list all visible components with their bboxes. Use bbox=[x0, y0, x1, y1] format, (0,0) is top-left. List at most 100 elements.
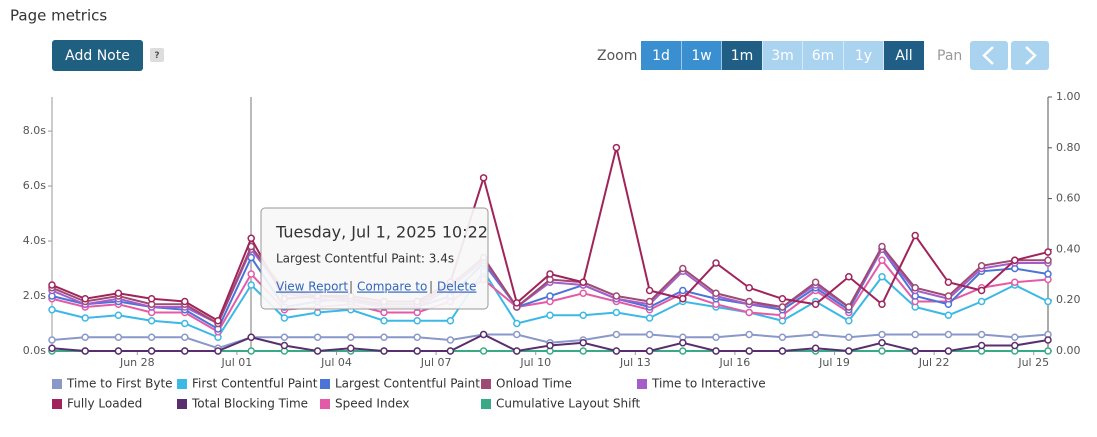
help-label[interactable]: ? bbox=[154, 51, 159, 61]
legend-swatch[interactable] bbox=[481, 379, 491, 389]
plot: 0.0s 2.0s 4.0s 6.0s 8.0s 0.00 0.20 0.40 0.60 0.80… bbox=[23, 90, 1081, 369]
point bbox=[745, 330, 753, 339]
point bbox=[679, 347, 687, 355]
point bbox=[845, 347, 853, 355]
zoom-button[interactable] bbox=[762, 41, 803, 70]
point bbox=[1011, 278, 1019, 287]
point bbox=[1044, 297, 1052, 306]
tooltip-separator: | bbox=[429, 280, 433, 294]
legend-label[interactable]: Time to First Byte bbox=[66, 377, 173, 391]
zoom-button[interactable] bbox=[641, 41, 681, 70]
point bbox=[679, 339, 687, 347]
legend-label[interactable]: Largest Contentful Paint bbox=[335, 377, 480, 391]
legend-swatch[interactable] bbox=[177, 379, 187, 389]
legend-swatch[interactable] bbox=[637, 379, 647, 389]
point bbox=[778, 333, 787, 342]
point bbox=[446, 347, 455, 355]
zoom-button[interactable] bbox=[722, 41, 762, 70]
point bbox=[280, 333, 289, 342]
point bbox=[313, 347, 322, 355]
point bbox=[48, 281, 56, 289]
point bbox=[612, 292, 621, 300]
y2-tick-label: 0.40 bbox=[1056, 242, 1081, 255]
point bbox=[48, 336, 56, 344]
zoom-button[interactable] bbox=[884, 41, 924, 70]
zoom-label[interactable]: 1y bbox=[855, 48, 872, 64]
tooltip-line: Largest Contentful Paint: 3.4s bbox=[276, 252, 454, 266]
legend-label[interactable]: Onload Time bbox=[496, 377, 572, 391]
point bbox=[313, 333, 322, 342]
point bbox=[513, 319, 521, 328]
point bbox=[944, 330, 953, 339]
tooltip-link[interactable]: Compare to bbox=[357, 280, 427, 294]
legend-label[interactable]: First Contentful Paint bbox=[192, 377, 318, 391]
point bbox=[513, 330, 521, 339]
legend-label[interactable]: Total Blocking Time bbox=[191, 397, 308, 411]
zoom-label[interactable]: 1d bbox=[652, 48, 670, 64]
legend-swatch[interactable] bbox=[177, 399, 187, 409]
pan-left-icon bbox=[982, 46, 994, 65]
point bbox=[181, 297, 189, 306]
tooltip-link[interactable]: View Report bbox=[276, 280, 348, 294]
y2-tick-label: 0.80 bbox=[1056, 141, 1081, 154]
point bbox=[977, 262, 986, 270]
x-tick-label: Jul 04 bbox=[320, 356, 352, 369]
legend-label[interactable]: Cumulative Layout Shift bbox=[496, 397, 640, 411]
point bbox=[546, 311, 554, 320]
x-tick-label: Jul 01 bbox=[221, 356, 253, 369]
legend-swatch[interactable] bbox=[320, 379, 330, 389]
zoom-button[interactable] bbox=[843, 41, 884, 70]
point bbox=[977, 330, 986, 339]
point bbox=[944, 292, 953, 300]
point bbox=[612, 143, 621, 152]
x-tick-label: Jul 19 bbox=[818, 356, 850, 369]
point bbox=[911, 347, 919, 355]
zoom-label[interactable]: All bbox=[895, 48, 912, 64]
point bbox=[778, 347, 787, 355]
legend-label[interactable]: Time to Interactive bbox=[651, 377, 766, 391]
legend-swatch[interactable] bbox=[320, 399, 330, 409]
point bbox=[446, 336, 455, 344]
pan-left[interactable] bbox=[970, 41, 1008, 70]
point bbox=[546, 341, 554, 350]
zoom-label[interactable]: 1w bbox=[691, 48, 711, 64]
point bbox=[645, 286, 654, 295]
point bbox=[1044, 270, 1052, 278]
point bbox=[845, 273, 853, 281]
pan-right-icon bbox=[1025, 46, 1037, 65]
tooltip-link[interactable]: Delete bbox=[437, 280, 476, 294]
tooltip-box bbox=[260, 207, 489, 310]
point bbox=[612, 308, 621, 317]
zoom-button[interactable] bbox=[803, 41, 843, 70]
add-note-label[interactable]: Add Note bbox=[65, 48, 130, 64]
point bbox=[1011, 256, 1019, 265]
point bbox=[811, 300, 820, 309]
point bbox=[413, 347, 421, 355]
zoom-button[interactable] bbox=[681, 41, 722, 70]
point bbox=[114, 347, 123, 355]
help-icon[interactable] bbox=[150, 48, 164, 62]
y-tick-label: 8.0s bbox=[23, 124, 46, 137]
point bbox=[81, 295, 89, 303]
zoom-label[interactable]: 6m bbox=[812, 48, 835, 64]
legend-swatch[interactable] bbox=[52, 379, 62, 389]
point bbox=[247, 347, 255, 355]
point bbox=[612, 330, 621, 339]
y-tick-label: 6.0s bbox=[23, 179, 46, 192]
point bbox=[1044, 248, 1052, 256]
tooltip: Tuesday, Jul 1, 2025 10:22 Largest Conte… bbox=[260, 207, 489, 310]
point bbox=[347, 344, 355, 353]
legend-swatch[interactable] bbox=[481, 399, 491, 409]
zoom-group: 1d 1w 1m 3m 6m 1y All bbox=[641, 41, 924, 70]
legend-label[interactable]: Speed Index bbox=[335, 397, 409, 411]
zoom-label[interactable]: 1m bbox=[731, 48, 754, 64]
legend-label[interactable]: Fully Loaded bbox=[67, 397, 142, 411]
add-note-button[interactable] bbox=[52, 40, 143, 71]
legend-swatch[interactable] bbox=[52, 399, 62, 409]
x-tick-label: Jul 16 bbox=[719, 356, 751, 369]
point bbox=[1044, 336, 1052, 344]
point bbox=[546, 292, 554, 300]
zoom-label[interactable]: 3m bbox=[771, 48, 794, 64]
point bbox=[579, 311, 587, 320]
pan-right[interactable] bbox=[1011, 41, 1049, 70]
